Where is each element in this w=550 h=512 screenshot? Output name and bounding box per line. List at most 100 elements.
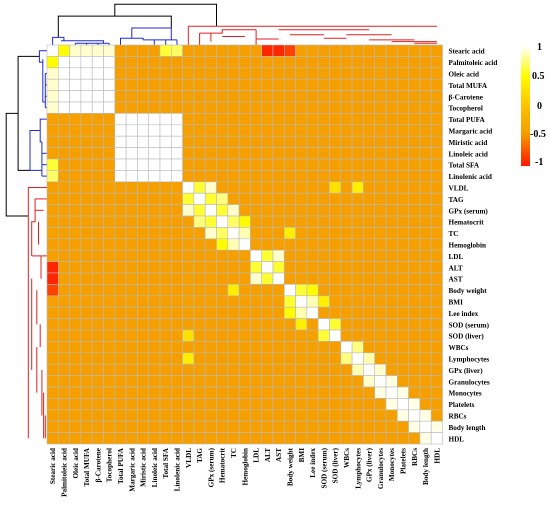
heatmap-cell <box>340 261 353 274</box>
heatmap-cell <box>272 295 285 308</box>
heatmap-cell <box>80 295 93 308</box>
heatmap-cell <box>159 90 172 103</box>
heatmap-cell <box>419 113 432 126</box>
heatmap-cell <box>171 284 183 297</box>
heatmap-cell <box>317 124 330 137</box>
heatmap-cell <box>283 170 296 183</box>
heatmap-cell <box>238 432 251 445</box>
heatmap-cell <box>137 329 149 342</box>
row-label: Total MUFA <box>449 82 488 90</box>
heatmap-cell <box>182 204 195 217</box>
heatmap-cell <box>374 318 387 331</box>
heatmap-cell <box>69 170 82 183</box>
heatmap-cell <box>125 329 138 342</box>
heatmap-cell <box>238 398 251 411</box>
heatmap-cell <box>317 113 330 126</box>
heatmap-cell <box>250 295 262 308</box>
heatmap-cell <box>91 170 104 183</box>
heatmap-cell <box>272 318 285 331</box>
heatmap-cell <box>159 192 172 205</box>
heatmap-cell <box>193 147 206 160</box>
heatmap-cell <box>137 158 149 171</box>
heatmap-cell <box>306 352 319 365</box>
heatmap-cell <box>329 158 342 171</box>
heatmap-cell <box>374 192 387 205</box>
heatmap-cell <box>171 318 183 331</box>
heatmap-cell <box>46 306 59 319</box>
column-label: Body weight <box>286 447 294 486</box>
heatmap-cell <box>283 352 296 365</box>
heatmap-cell <box>317 56 330 69</box>
heatmap-cell <box>103 295 116 308</box>
heatmap-cell <box>396 409 409 422</box>
left-dendrogram <box>5 50 47 439</box>
heatmap-cell <box>261 215 274 228</box>
heatmap-cell <box>329 272 342 285</box>
heatmap-cell <box>227 101 240 114</box>
heatmap-cell <box>46 363 59 376</box>
heatmap-cell <box>193 272 206 285</box>
heatmap-cell <box>80 67 93 80</box>
heatmap-cell <box>351 318 364 331</box>
heatmap-cell <box>295 101 308 114</box>
heatmap-cell <box>419 192 432 205</box>
heatmap-cell <box>125 204 138 217</box>
heatmap-cell <box>329 192 342 205</box>
heatmap-cell <box>396 158 409 171</box>
row-label: Stearic acid <box>449 48 485 56</box>
row-label: Linolenic acid <box>449 173 492 181</box>
heatmap-cell <box>272 238 285 251</box>
heatmap-cell <box>351 398 364 411</box>
row-label: β-Carotene <box>449 93 483 101</box>
dendrogram-branch <box>29 130 42 171</box>
heatmap-cell <box>46 409 59 422</box>
heatmap-cell <box>430 306 443 319</box>
heatmap-cell <box>250 398 262 411</box>
heatmap-cell <box>272 215 285 228</box>
heatmap-cell <box>91 101 104 114</box>
heatmap-cell <box>159 318 172 331</box>
heatmap-cell <box>148 249 161 262</box>
heatmap-cell <box>430 113 443 126</box>
heatmap-cell <box>148 318 161 331</box>
heatmap-cell <box>125 170 138 183</box>
heatmap-cell <box>317 249 330 262</box>
heatmap-cell <box>295 215 308 228</box>
heatmap-cell <box>363 284 375 297</box>
heatmap-cell <box>329 318 342 331</box>
heatmap-cell <box>317 147 330 160</box>
heatmap-cell <box>148 261 161 274</box>
heatmap-cell <box>374 215 387 228</box>
heatmap-cell <box>250 158 262 171</box>
heatmap-cell <box>103 420 116 433</box>
column-label: ALT <box>264 448 272 462</box>
heatmap-cell <box>374 261 387 274</box>
heatmap-cell <box>408 284 421 297</box>
heatmap-cell <box>159 101 172 114</box>
heatmap-cell <box>216 352 229 365</box>
heatmap-cell <box>69 272 82 285</box>
heatmap-cell <box>193 420 206 433</box>
heatmap-cell <box>171 295 183 308</box>
heatmap-cell <box>171 398 183 411</box>
heatmap-cell <box>216 113 229 126</box>
heatmap-cell <box>408 101 421 114</box>
heatmap-cell <box>216 386 229 399</box>
heatmap-cell <box>329 284 342 297</box>
heatmap-cell <box>137 113 149 126</box>
heatmap-cell <box>193 158 206 171</box>
row-label: HDL <box>449 435 465 443</box>
heatmap-cell <box>374 124 387 137</box>
heatmap-cell <box>114 44 127 57</box>
heatmap-cell <box>250 227 262 240</box>
heatmap-cell <box>69 432 82 445</box>
heatmap-cell <box>182 363 195 376</box>
heatmap-cell <box>272 158 285 171</box>
heatmap-cell <box>159 295 172 308</box>
heatmap-cell <box>419 306 432 319</box>
column-label: Stearic acid <box>49 448 57 484</box>
heatmap-cell <box>306 386 319 399</box>
heatmap-cell <box>329 432 342 445</box>
heatmap-cell <box>114 90 127 103</box>
heatmap-cell <box>329 215 342 228</box>
